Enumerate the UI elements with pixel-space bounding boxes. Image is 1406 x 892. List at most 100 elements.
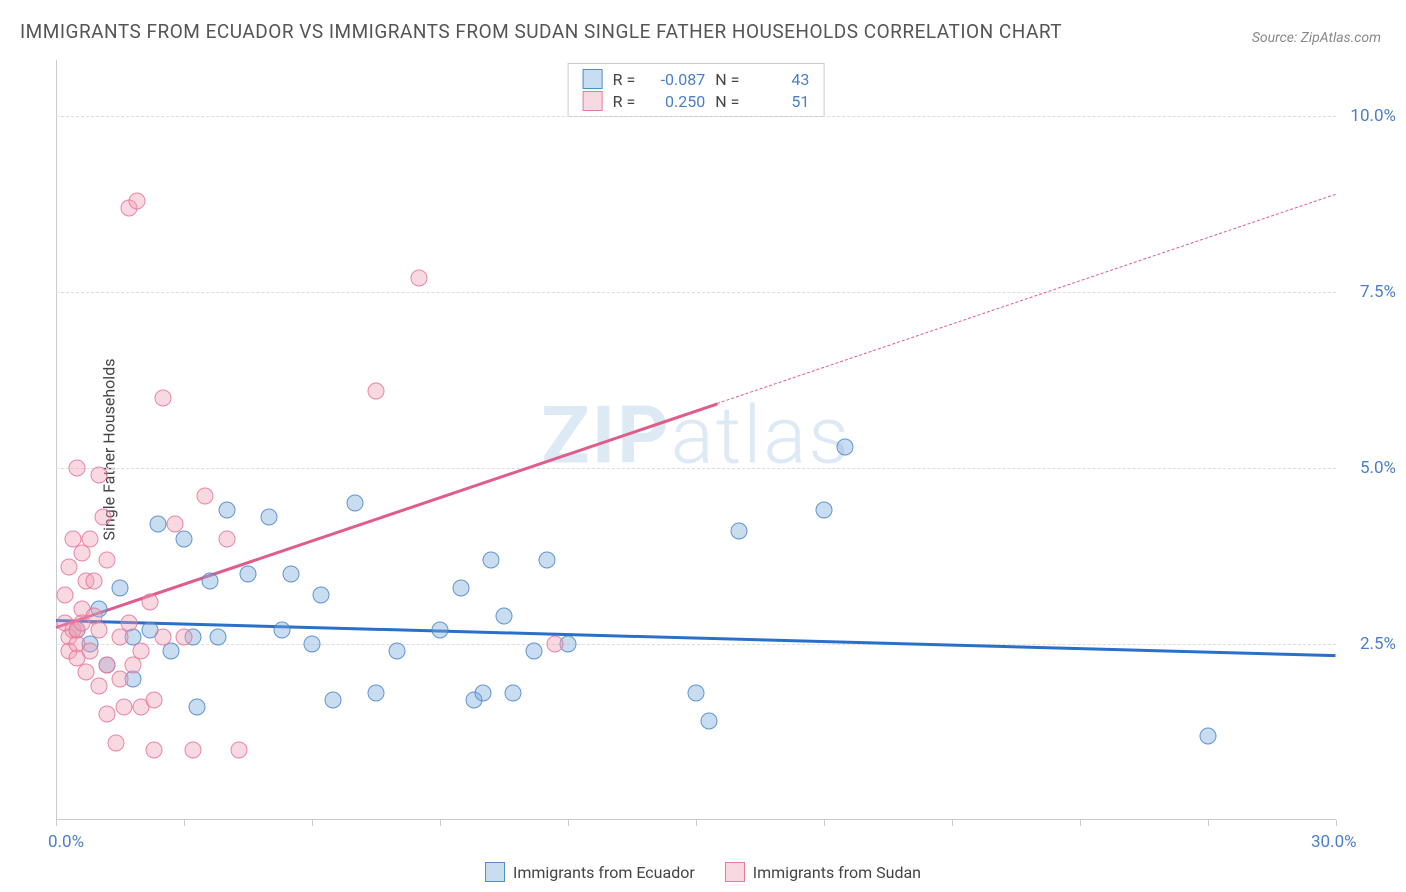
x-tick-mark bbox=[1336, 820, 1337, 826]
legend-label-sudan: Immigrants from Sudan bbox=[753, 863, 921, 882]
data-point-ecuador bbox=[496, 607, 513, 624]
data-point-sudan bbox=[69, 460, 86, 477]
data-point-sudan bbox=[184, 741, 201, 758]
data-point-ecuador bbox=[538, 551, 555, 568]
y-tick-label: 2.5% bbox=[1360, 634, 1396, 654]
data-point-sudan bbox=[129, 192, 146, 209]
n-label: N = bbox=[715, 92, 739, 111]
data-point-ecuador bbox=[432, 622, 449, 639]
data-point-ecuador bbox=[282, 565, 299, 582]
data-point-sudan bbox=[99, 657, 116, 674]
data-point-sudan bbox=[116, 699, 133, 716]
gridline-horizontal bbox=[56, 116, 1336, 117]
r-value-sudan: 0.250 bbox=[645, 92, 705, 111]
data-point-ecuador bbox=[210, 629, 227, 646]
x-tick-mark bbox=[312, 820, 313, 826]
data-point-sudan bbox=[86, 572, 103, 589]
x-tick-label: 0.0% bbox=[48, 832, 84, 852]
data-point-ecuador bbox=[261, 509, 278, 526]
data-point-sudan bbox=[154, 629, 171, 646]
data-point-ecuador bbox=[368, 685, 385, 702]
source-attribution: Source: ZipAtlas.com bbox=[1252, 30, 1381, 46]
x-tick-mark bbox=[824, 820, 825, 826]
bottom-legend: Immigrants from Ecuador Immigrants from … bbox=[485, 862, 921, 882]
data-point-ecuador bbox=[730, 523, 747, 540]
stats-row-sudan: R = 0.250 N = 51 bbox=[583, 90, 810, 112]
data-point-sudan bbox=[120, 614, 137, 631]
data-point-sudan bbox=[167, 516, 184, 533]
data-point-sudan bbox=[154, 389, 171, 406]
n-label: N = bbox=[715, 70, 739, 89]
stats-legend-box: R = -0.087 N = 43 R = 0.250 N = 51 bbox=[568, 63, 825, 117]
scatter-chart: ZIPatlas R = -0.087 N = 43 R = 0.250 N =… bbox=[56, 60, 1336, 820]
data-point-sudan bbox=[146, 692, 163, 709]
data-point-sudan bbox=[60, 558, 77, 575]
x-tick-mark bbox=[56, 820, 57, 826]
data-point-ecuador bbox=[201, 572, 218, 589]
source-prefix: Source: bbox=[1252, 30, 1301, 46]
data-point-ecuador bbox=[218, 502, 235, 519]
data-point-ecuador bbox=[1200, 727, 1217, 744]
data-point-ecuador bbox=[453, 579, 470, 596]
data-point-sudan bbox=[90, 467, 107, 484]
stats-row-ecuador: R = -0.087 N = 43 bbox=[583, 68, 810, 90]
data-point-sudan bbox=[90, 622, 107, 639]
data-point-ecuador bbox=[504, 685, 521, 702]
y-tick-label: 10.0% bbox=[1350, 106, 1396, 126]
legend-item-ecuador: Immigrants from Ecuador bbox=[485, 862, 695, 882]
r-label: R = bbox=[613, 92, 636, 111]
data-point-sudan bbox=[77, 664, 94, 681]
data-point-ecuador bbox=[816, 502, 833, 519]
data-point-ecuador bbox=[304, 636, 321, 653]
data-point-sudan bbox=[368, 382, 385, 399]
data-point-sudan bbox=[218, 530, 235, 547]
data-point-sudan bbox=[99, 551, 116, 568]
x-tick-mark bbox=[952, 820, 953, 826]
data-point-ecuador bbox=[525, 643, 542, 660]
gridline-horizontal bbox=[56, 292, 1336, 293]
data-point-sudan bbox=[94, 509, 111, 526]
data-point-sudan bbox=[197, 488, 214, 505]
data-point-sudan bbox=[82, 530, 99, 547]
legend-label-ecuador: Immigrants from Ecuador bbox=[513, 863, 695, 882]
data-point-ecuador bbox=[700, 713, 717, 730]
x-tick-mark bbox=[1208, 820, 1209, 826]
swatch-icon bbox=[485, 862, 505, 882]
source-link[interactable]: ZipAtlas.com bbox=[1301, 30, 1381, 46]
data-point-ecuador bbox=[346, 495, 363, 512]
data-point-ecuador bbox=[150, 516, 167, 533]
x-tick-mark bbox=[1080, 820, 1081, 826]
data-point-ecuador bbox=[483, 551, 500, 568]
y-axis-line bbox=[56, 60, 57, 820]
data-point-sudan bbox=[56, 586, 73, 603]
x-tick-label: 30.0% bbox=[1311, 832, 1357, 852]
y-tick-label: 5.0% bbox=[1360, 458, 1396, 478]
x-tick-mark bbox=[696, 820, 697, 826]
data-point-ecuador bbox=[325, 692, 342, 709]
n-value-ecuador: 43 bbox=[749, 70, 809, 89]
data-point-ecuador bbox=[688, 685, 705, 702]
data-point-sudan bbox=[410, 270, 427, 287]
gridline-horizontal bbox=[56, 644, 1336, 645]
data-point-sudan bbox=[133, 643, 150, 660]
x-tick-mark bbox=[184, 820, 185, 826]
data-point-ecuador bbox=[389, 643, 406, 660]
swatch-icon bbox=[725, 862, 745, 882]
data-point-sudan bbox=[90, 678, 107, 695]
r-label: R = bbox=[613, 70, 636, 89]
data-point-sudan bbox=[107, 734, 124, 751]
data-point-sudan bbox=[112, 671, 129, 688]
data-point-ecuador bbox=[176, 530, 193, 547]
r-value-ecuador: -0.087 bbox=[645, 70, 705, 89]
data-point-ecuador bbox=[163, 643, 180, 660]
data-point-ecuador bbox=[274, 622, 291, 639]
data-point-ecuador bbox=[837, 439, 854, 456]
data-point-ecuador bbox=[312, 586, 329, 603]
swatch-sudan bbox=[583, 91, 603, 111]
data-point-sudan bbox=[547, 636, 564, 653]
regression-line bbox=[56, 619, 1336, 657]
x-tick-mark bbox=[440, 820, 441, 826]
swatch-ecuador bbox=[583, 69, 603, 89]
data-point-sudan bbox=[231, 741, 248, 758]
y-tick-label: 7.5% bbox=[1360, 282, 1396, 302]
